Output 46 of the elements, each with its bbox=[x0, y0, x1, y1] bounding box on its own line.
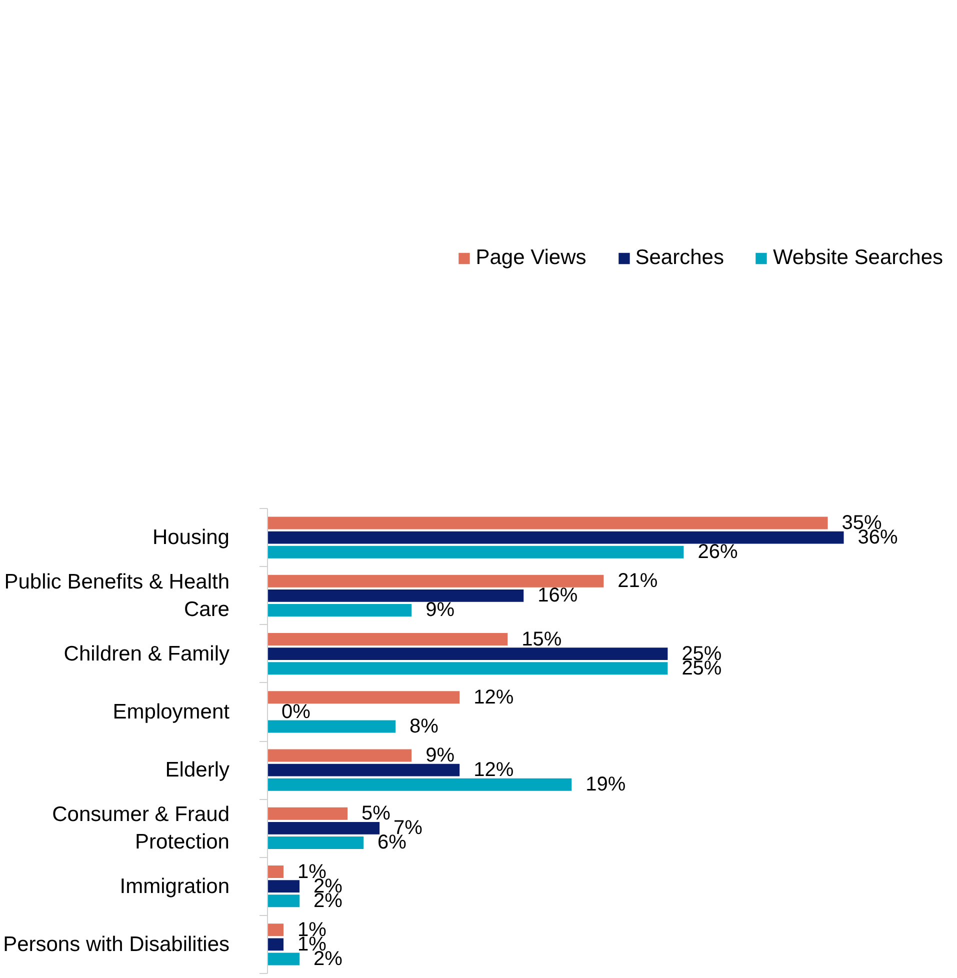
legend-label: Website Searches bbox=[772, 246, 943, 270]
bar bbox=[268, 604, 412, 616]
bar bbox=[268, 749, 412, 762]
legend-label: Page Views bbox=[476, 246, 586, 270]
y-tick-label: Housing bbox=[152, 526, 230, 550]
y-tick-label: Immigration bbox=[120, 874, 230, 898]
bar bbox=[268, 633, 508, 646]
y-tick-label: Employment bbox=[112, 700, 230, 724]
bar bbox=[268, 778, 572, 791]
data-label: 12% bbox=[474, 759, 514, 782]
data-label: 9% bbox=[426, 599, 455, 622]
data-label: 26% bbox=[698, 541, 738, 564]
y-tick-label: Elderly bbox=[165, 758, 230, 782]
y-tick-label: Children & Family bbox=[64, 642, 230, 666]
legend-label: Searches bbox=[635, 246, 724, 270]
bar bbox=[268, 894, 300, 908]
bar bbox=[268, 764, 460, 776]
data-label: 19% bbox=[586, 774, 626, 796]
bar bbox=[268, 546, 684, 558]
bar bbox=[268, 938, 284, 951]
bar bbox=[268, 691, 460, 704]
bar bbox=[268, 880, 300, 893]
bar bbox=[268, 807, 348, 820]
data-label: 15% bbox=[522, 628, 562, 650]
y-tick-label: Consumer & Fraud Protection bbox=[52, 802, 230, 854]
bar bbox=[268, 662, 668, 675]
bar bbox=[268, 574, 604, 588]
bar bbox=[268, 866, 284, 878]
data-label: 0% bbox=[282, 700, 311, 723]
bar bbox=[268, 531, 844, 544]
data-label: 9% bbox=[426, 744, 455, 767]
bar bbox=[268, 516, 828, 530]
bar bbox=[268, 924, 284, 936]
bar bbox=[268, 952, 300, 966]
bar bbox=[268, 589, 524, 602]
y-tick-label: Persons with Disabilities bbox=[3, 932, 230, 956]
bar bbox=[268, 648, 668, 660]
data-label: 5% bbox=[362, 802, 391, 825]
bar bbox=[268, 836, 364, 849]
y-tick-label: Public Benefits & Health Care bbox=[4, 570, 230, 621]
data-label: 8% bbox=[410, 715, 439, 738]
data-label: 21% bbox=[618, 570, 658, 592]
data-label: 16% bbox=[538, 584, 578, 607]
data-label: 12% bbox=[474, 686, 514, 708]
bar bbox=[268, 720, 396, 733]
bar bbox=[268, 822, 380, 834]
